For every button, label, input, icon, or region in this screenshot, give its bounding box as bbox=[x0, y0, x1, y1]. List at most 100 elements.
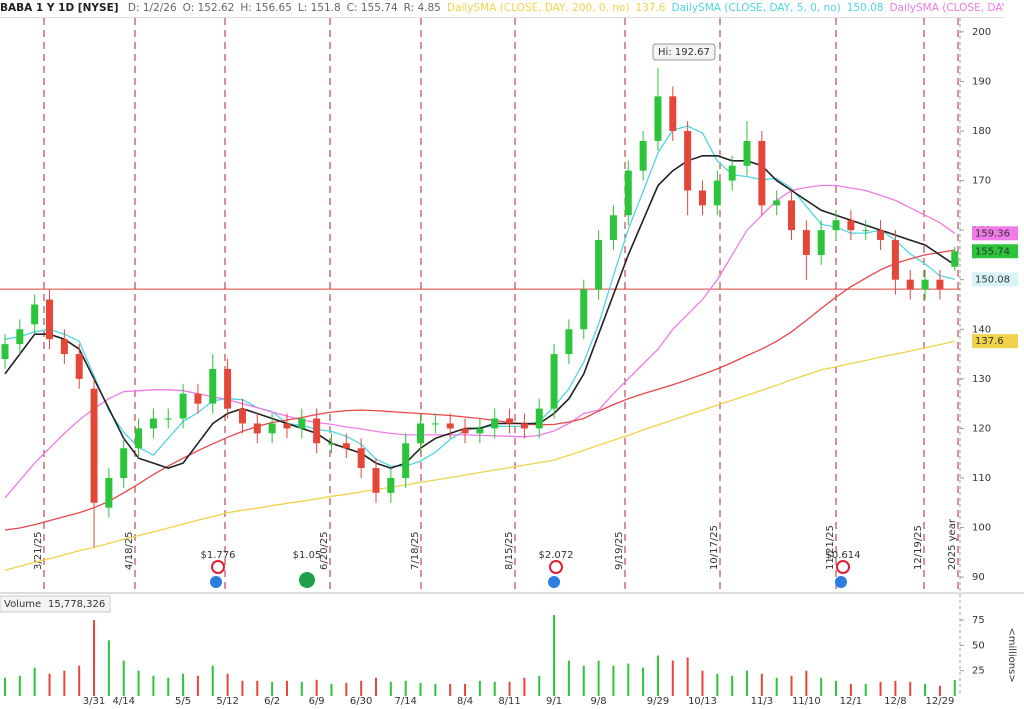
volume-tick-label: 75 bbox=[972, 615, 985, 626]
volume-tick-label: 25 bbox=[972, 666, 985, 677]
candle-body bbox=[788, 200, 796, 231]
price-tag-label: 159.36 bbox=[975, 228, 1010, 239]
ma-line bbox=[4, 340, 955, 571]
header-field: D: 1/2/26 bbox=[127, 2, 177, 14]
candle-body bbox=[684, 131, 692, 191]
event-icon bbox=[549, 560, 563, 574]
event-label: 3/21/25 bbox=[33, 531, 44, 570]
candle-body bbox=[224, 368, 232, 409]
legend-entry: DailySMA (CLOSE, DAY, 5, 0, no) bbox=[671, 2, 841, 14]
y-tick-label: 200 bbox=[972, 27, 991, 38]
candle-body bbox=[60, 339, 68, 355]
event-icon bbox=[211, 560, 225, 574]
candle-body bbox=[877, 230, 885, 241]
candle-body bbox=[758, 140, 766, 206]
y-tick-label: 130 bbox=[972, 374, 991, 385]
ma-line bbox=[4, 184, 956, 499]
price-tag bbox=[972, 244, 1018, 259]
y-tick-label: 110 bbox=[972, 473, 991, 484]
legend-entry: DailySMA (CLOSE, DAY, 200, 0, no) bbox=[446, 2, 630, 14]
candle-body bbox=[194, 393, 202, 404]
candle-body bbox=[209, 368, 217, 404]
x-tick-label: 12/1 bbox=[840, 696, 862, 707]
header-field: R: 4.85 bbox=[403, 2, 441, 14]
y-tick-label: 180 bbox=[972, 126, 991, 137]
price-tag bbox=[972, 272, 1018, 287]
volume-axis-label: <millions> bbox=[1006, 627, 1017, 682]
event-icon bbox=[836, 560, 850, 574]
x-tick-label: 11/3 bbox=[751, 696, 773, 707]
candle-body bbox=[891, 240, 899, 280]
annotation-box bbox=[652, 43, 716, 61]
candle-body bbox=[446, 423, 454, 429]
x-tick-label: 6/2 bbox=[264, 696, 280, 707]
ma-line bbox=[4, 125, 955, 467]
candle-body bbox=[491, 418, 499, 429]
x-tick-label: 10/13 bbox=[688, 696, 717, 707]
y-tick-label: 120 bbox=[972, 423, 991, 434]
candle-body bbox=[817, 230, 825, 255]
candle-body bbox=[713, 180, 721, 206]
x-tick-label: 9/1 bbox=[546, 696, 562, 707]
candle-body bbox=[431, 423, 439, 425]
candle-body bbox=[1, 344, 9, 360]
candle-body bbox=[832, 220, 840, 231]
event-label: 12/19/25 bbox=[913, 525, 924, 570]
dividend-label: $2.072 bbox=[539, 550, 574, 561]
candle-body bbox=[387, 477, 395, 493]
candle-body bbox=[506, 418, 514, 424]
y-tick-label: 190 bbox=[972, 76, 991, 87]
price-tag bbox=[972, 334, 1018, 349]
legend-value: 137.6 bbox=[635, 2, 666, 14]
legend-value: 150.08 bbox=[846, 2, 884, 14]
dividend-icon bbox=[299, 572, 315, 588]
candle-body bbox=[298, 418, 306, 429]
candle-body bbox=[639, 140, 647, 171]
candle-body bbox=[802, 230, 810, 255]
candle-body bbox=[476, 428, 484, 434]
candle-body bbox=[105, 477, 113, 508]
candle-body bbox=[342, 443, 350, 449]
event-label: 2025 year bbox=[947, 518, 958, 570]
candle-body bbox=[595, 240, 603, 290]
candle-body bbox=[862, 230, 870, 232]
x-tick-label: 3/31 bbox=[83, 696, 105, 707]
event-label: 7/18/25 bbox=[410, 531, 421, 570]
x-tick-label: 8/11 bbox=[498, 696, 520, 707]
event-label: 9/19/25 bbox=[614, 531, 625, 570]
candle-body bbox=[135, 428, 143, 449]
event-label: 4/18/25 bbox=[124, 531, 135, 570]
candle-body bbox=[402, 443, 410, 478]
candle-body bbox=[936, 279, 944, 290]
x-tick-label: 7/14 bbox=[394, 696, 416, 707]
candle-body bbox=[698, 190, 706, 206]
candle-body bbox=[268, 423, 276, 434]
candle-body bbox=[283, 423, 291, 429]
annotation: Hi: 192.67 bbox=[658, 47, 710, 58]
y-tick-label: 90 bbox=[972, 572, 985, 583]
candle-body bbox=[253, 423, 261, 434]
candle-body bbox=[743, 140, 751, 166]
candle-body bbox=[624, 170, 632, 216]
candle-body bbox=[164, 418, 172, 420]
header-field: H: 156.65 bbox=[240, 2, 292, 14]
x-tick-label: 6/30 bbox=[350, 696, 372, 707]
candle-body bbox=[773, 200, 781, 206]
candle-body bbox=[654, 96, 662, 141]
candle-body bbox=[120, 448, 128, 478]
candle-body bbox=[313, 418, 321, 444]
event-label: 6/20/25 bbox=[319, 531, 330, 570]
x-tick-label: 11/10 bbox=[792, 696, 821, 707]
volume-tick-label: 50 bbox=[972, 640, 985, 651]
candle-body bbox=[609, 215, 617, 241]
header-field: L: 151.8 bbox=[297, 2, 341, 14]
candle-body bbox=[75, 354, 83, 379]
candle-body bbox=[951, 251, 959, 267]
price-tag-label: 150.08 bbox=[975, 274, 1010, 285]
earnings-icon bbox=[835, 576, 847, 588]
event-label: 8/15/25 bbox=[504, 531, 515, 570]
price-tag bbox=[972, 226, 1018, 241]
y-tick-label: 170 bbox=[972, 176, 991, 187]
x-tick-label: 9/29 bbox=[647, 696, 669, 707]
candle-body bbox=[417, 423, 425, 444]
